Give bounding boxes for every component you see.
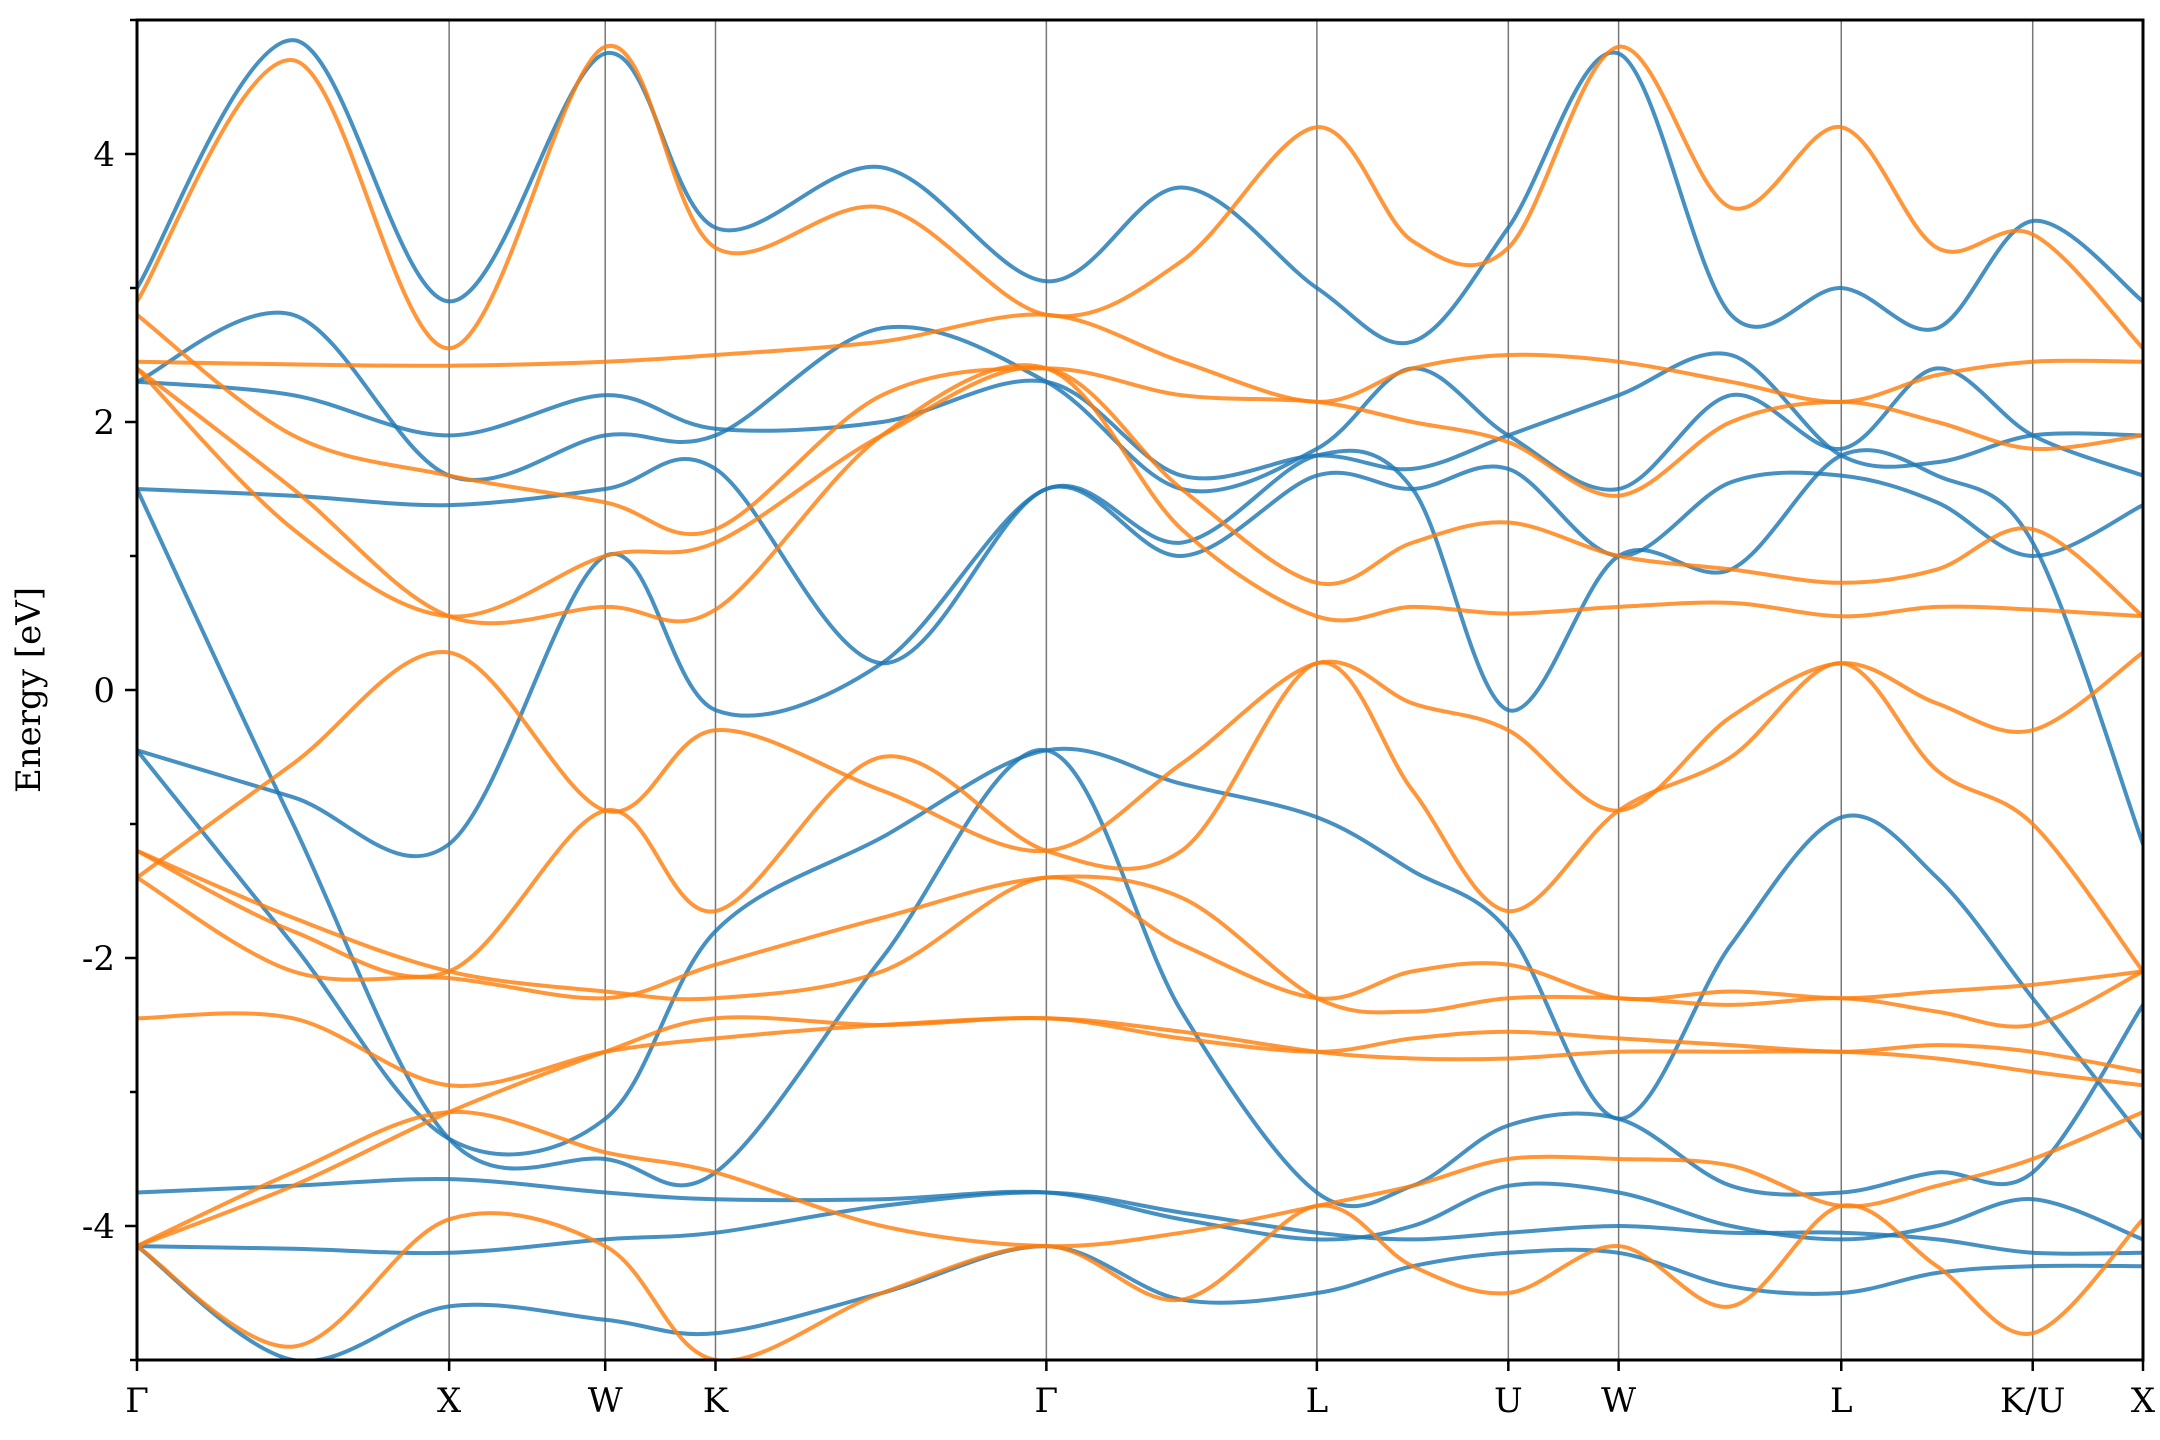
band-line-orange xyxy=(137,365,2143,619)
y-tick-label: -4 xyxy=(82,1207,115,1247)
x-tick-label: K xyxy=(703,1381,729,1421)
band-line-orange xyxy=(137,1203,2143,1360)
band-line-orange xyxy=(137,1015,2143,1249)
band-line-blue xyxy=(137,746,2143,1157)
band-line-orange xyxy=(137,650,2143,880)
x-tick-label: K/U xyxy=(2000,1381,2066,1421)
x-tick-label: X xyxy=(2131,1381,2156,1421)
x-tick-label: X xyxy=(437,1381,462,1421)
band-line-orange xyxy=(137,312,2143,404)
band-line-orange xyxy=(137,874,2143,1029)
axes-frame xyxy=(135,18,2145,1362)
band-line-blue xyxy=(137,310,2143,494)
band-line-orange xyxy=(137,660,2143,979)
y-axis-label: Energy [eV] xyxy=(9,587,49,793)
band-line-blue xyxy=(137,1176,2143,1242)
x-tick-label: W xyxy=(588,1381,623,1421)
band-line-orange xyxy=(137,363,2143,626)
kpath-lines xyxy=(448,20,2034,1360)
band-line-blue xyxy=(137,1244,2143,1360)
x-tick-label: L xyxy=(1306,1381,1329,1421)
band-line-blue xyxy=(137,351,2143,481)
y-tick-label: 2 xyxy=(93,403,115,443)
band-line-blue xyxy=(137,448,2143,859)
y-tick-label: 4 xyxy=(93,135,115,175)
band-line-orange xyxy=(137,1011,2143,1088)
x-tick-label: U xyxy=(1494,1381,1523,1421)
y-tick-label: -2 xyxy=(82,939,115,979)
x-tick-label: Γ xyxy=(1035,1381,1059,1421)
band-line-blue xyxy=(137,38,2143,346)
x-tick-label: L xyxy=(1830,1381,1853,1421)
band-line-orange xyxy=(137,312,2143,537)
x-axis-ticks: Γ X W K Γ L U W L K/U X xyxy=(125,1360,2156,1421)
band-line-blue xyxy=(137,487,2143,1209)
plot-bands xyxy=(137,38,2143,1360)
x-tick-label: W xyxy=(1601,1381,1636,1421)
y-axis-ticks: -4 -2 0 2 4 xyxy=(82,18,137,1362)
band-line-blue xyxy=(137,457,2143,666)
plot-frame xyxy=(135,18,2145,1362)
band-line-orange xyxy=(137,43,2143,351)
y-tick-label: 0 xyxy=(93,671,115,711)
x-tick-label: Γ xyxy=(125,1381,149,1421)
